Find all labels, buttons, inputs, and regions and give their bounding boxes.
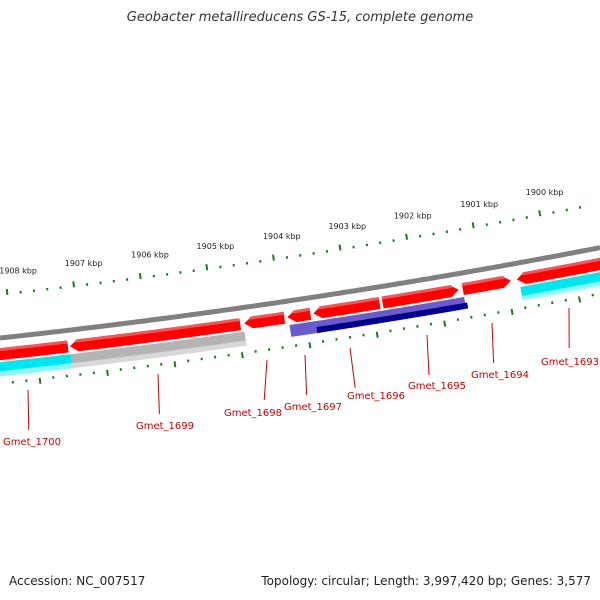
scale-label: 1900 kbp xyxy=(526,188,564,197)
cds-feature xyxy=(381,285,459,309)
feature-shading xyxy=(521,281,600,301)
cds-feature-highlight xyxy=(521,257,600,276)
gene-label[interactable]: Gmet_1698 xyxy=(224,408,282,419)
gene-label[interactable]: Gmet_1699 xyxy=(136,421,194,432)
scale-major-tick xyxy=(173,361,177,368)
scale-major-tick xyxy=(538,210,542,217)
cds-feature xyxy=(461,276,511,295)
scale-major-tick xyxy=(443,320,447,327)
scale-minor-tick xyxy=(552,211,555,214)
scale-major-tick xyxy=(338,244,342,251)
inner-scale-ticks xyxy=(11,293,594,384)
scale-major-tick xyxy=(375,331,379,338)
scale-label: 1905 kbp xyxy=(197,242,235,251)
scale-minor-tick xyxy=(537,303,540,307)
scale-major-tick xyxy=(308,342,312,349)
scale-major-tick xyxy=(578,296,582,303)
genome-backbone xyxy=(0,245,600,341)
gene-label[interactable]: Gmet_1695 xyxy=(408,381,466,392)
scale-minor-tick xyxy=(564,298,567,302)
gene-callout-line xyxy=(27,389,30,431)
gene-callout-line xyxy=(426,334,430,376)
gene-callout-line xyxy=(349,347,356,389)
scale-major-tick xyxy=(405,233,409,240)
scale-minor-tick xyxy=(498,220,502,224)
dark-blue-feature xyxy=(316,302,469,333)
gene-label[interactable]: Gmet_1697 xyxy=(284,402,342,413)
feature-shading xyxy=(0,363,73,377)
gene-callout-line xyxy=(304,354,308,396)
cds-feature-highlight xyxy=(461,275,505,287)
scale-major-tick xyxy=(106,369,109,377)
gene-label[interactable]: Gmet_1693 xyxy=(541,357,599,368)
cds-feature-highlight xyxy=(292,307,310,314)
map-title: Geobacter metallireducens GS-15, complet… xyxy=(126,10,474,25)
scale-minor-tick xyxy=(470,315,473,319)
scale-label: 1904 kbp xyxy=(263,232,301,241)
gene-label[interactable]: Gmet_1694 xyxy=(471,370,529,381)
scale-label: 1906 kbp xyxy=(131,251,169,260)
cyan-feature xyxy=(520,272,600,299)
outer-scale-ticks xyxy=(5,206,582,296)
scale-label: 1903 kbp xyxy=(328,222,366,231)
forward-strand-features xyxy=(0,257,600,361)
accession-text: Accession: NC_007517 xyxy=(9,574,146,588)
scale-major-tick xyxy=(272,254,275,261)
cds-feature-highlight xyxy=(0,340,68,352)
scale-major-tick xyxy=(5,288,9,296)
scale-minor-tick xyxy=(512,218,515,222)
genome-summary-text: Topology: circular; Length: 3,997,420 bp… xyxy=(261,574,591,588)
scale-major-tick xyxy=(205,264,209,271)
scale-label: 1907 kbp xyxy=(65,259,103,268)
scale-major-tick xyxy=(38,377,42,384)
cds-feature xyxy=(0,340,69,361)
scale-labels: 1908 kbp 1907 kbp 1906 kbp 1905 kbp 1904 kbp… xyxy=(0,188,563,276)
cds-feature-highlight xyxy=(249,311,284,320)
scale-minor-tick xyxy=(565,208,568,212)
scale-major-tick xyxy=(138,272,142,280)
cds-feature-highlight xyxy=(318,297,380,310)
scale-minor-tick xyxy=(551,301,554,305)
cds-feature-highlight xyxy=(381,284,453,300)
gene-label[interactable]: Gmet_1700 xyxy=(3,437,61,448)
scale-minor-tick xyxy=(445,230,449,234)
gene-callout-line xyxy=(263,359,268,401)
scale-major-tick xyxy=(72,281,75,288)
gene-callout-line xyxy=(491,322,495,364)
scale-major-tick xyxy=(471,222,475,229)
feature-shading xyxy=(71,340,247,369)
scale-major-tick xyxy=(510,308,514,315)
scale-minor-tick xyxy=(578,206,582,209)
scale-label: 1902 kbp xyxy=(394,212,432,221)
lower-track-features xyxy=(0,272,600,377)
cds-feature-highlight xyxy=(75,318,240,343)
scale-label: 1908 kbp xyxy=(0,267,37,276)
gene-callout-line xyxy=(157,373,160,415)
scale-label: 1901 kbp xyxy=(460,200,498,209)
scale-major-tick xyxy=(241,352,244,359)
gene-label[interactable]: Gmet_1696 xyxy=(347,391,405,402)
